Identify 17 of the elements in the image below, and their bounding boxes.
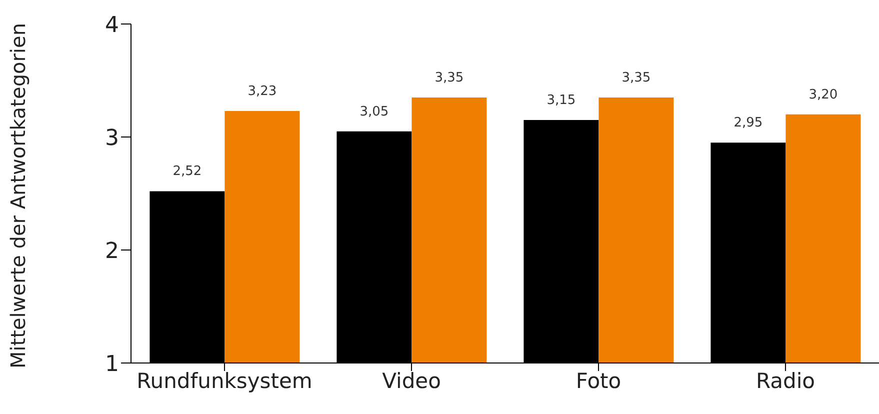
x-tick-label: Foto: [576, 368, 622, 393]
data-label: 3,20: [808, 87, 838, 102]
x-tick-label: Video: [382, 368, 441, 393]
y-tick-label: 4: [105, 12, 119, 38]
y-tick-label: 1: [105, 352, 119, 377]
y-tick-label: 3: [105, 126, 119, 151]
data-label: 3,15: [546, 93, 576, 108]
data-label: 2,52: [172, 164, 202, 180]
data-label: 3,35: [434, 70, 464, 86]
data-label: 3,23: [248, 84, 277, 100]
y-tick-label: 2: [105, 238, 119, 264]
data-label: 2,95: [734, 116, 763, 131]
x-tick-label: Rundfunksystem: [136, 368, 312, 393]
x-tick-label: Radio: [756, 368, 816, 393]
data-label: 3,35: [622, 70, 651, 86]
y-axis-title: Mittelwerte der Antwortkategorien: [6, 22, 30, 368]
data-label: 3,05: [360, 104, 389, 120]
